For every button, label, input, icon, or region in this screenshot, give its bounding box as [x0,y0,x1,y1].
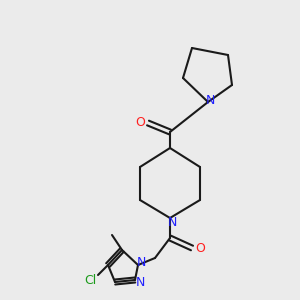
Text: N: N [136,256,146,268]
Text: N: N [167,217,177,230]
Text: O: O [135,116,145,130]
Text: Cl: Cl [84,274,96,286]
Text: N: N [205,94,215,106]
Text: N: N [135,275,145,289]
Text: O: O [195,242,205,254]
